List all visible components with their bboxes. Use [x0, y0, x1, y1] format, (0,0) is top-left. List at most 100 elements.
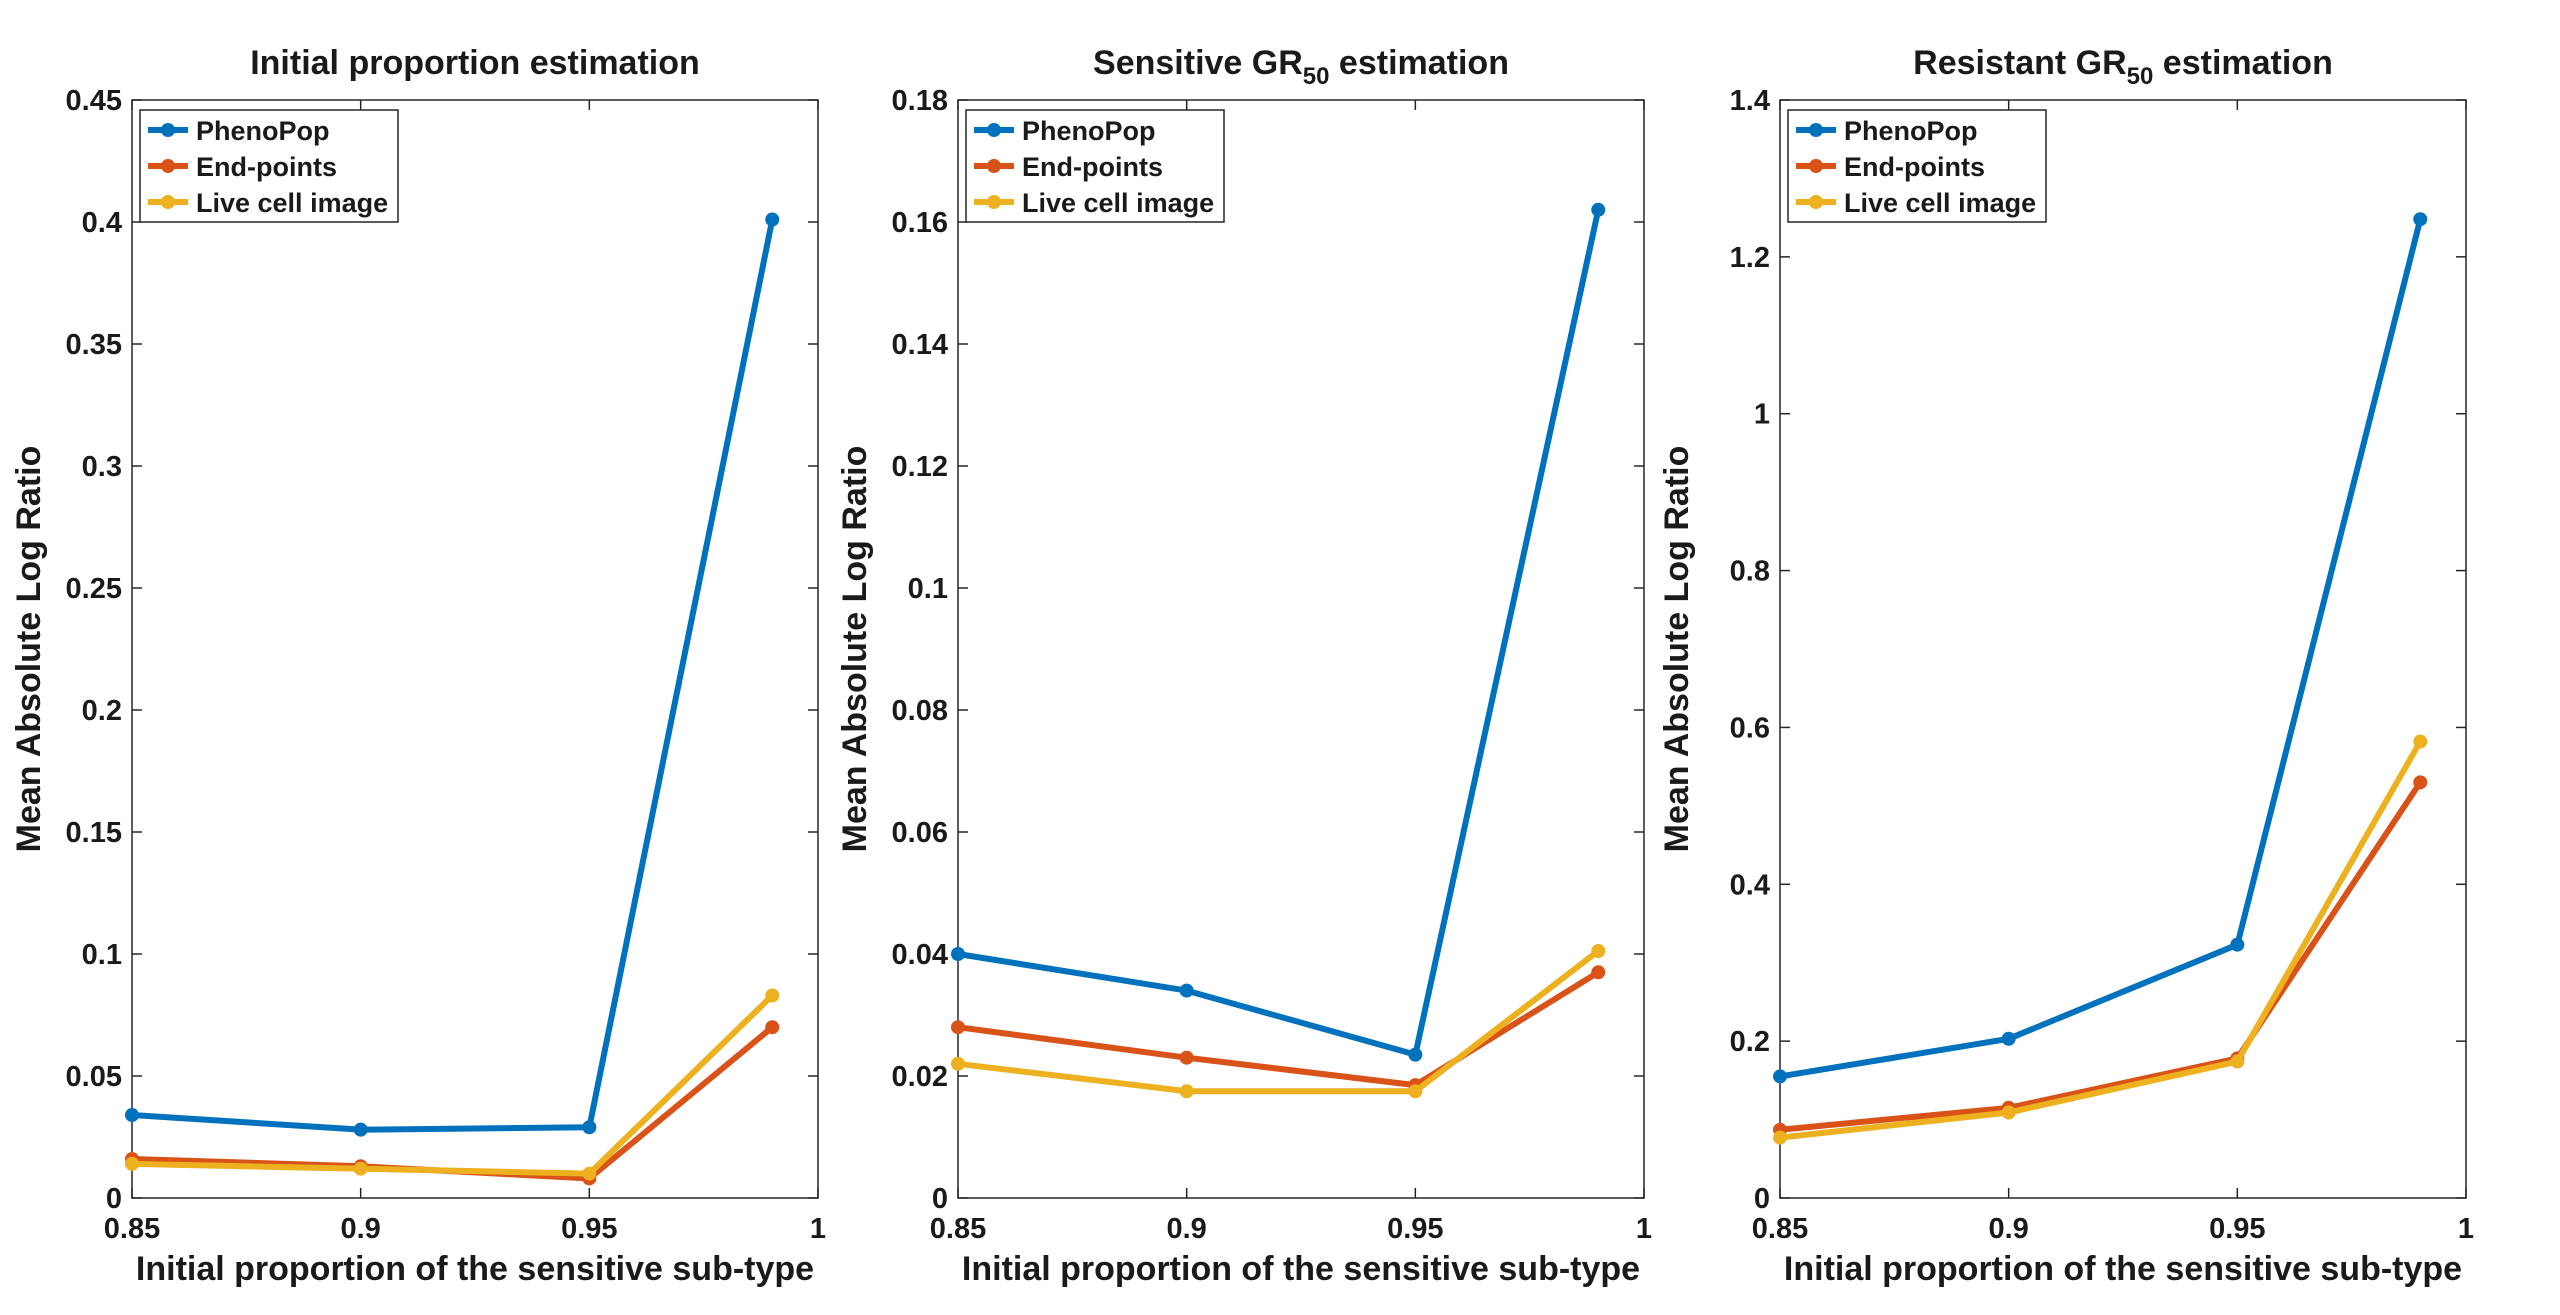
- y-tick-label: 0.2: [1730, 1026, 1770, 1058]
- x-tick-label: 1: [810, 1213, 826, 1245]
- chart-title: Sensitive GR50 estimation: [1093, 44, 1509, 90]
- plot-area-frame: [131, 99, 819, 1199]
- series-line-end-points: [131, 1024, 775, 1182]
- data-point: [951, 1056, 965, 1071]
- y-tick-label: 0.35: [66, 329, 122, 361]
- chart-title: Initial proportion estimation: [250, 44, 700, 82]
- plot-area-frame: [957, 99, 1645, 1199]
- y-tick-label: 0.05: [66, 1061, 122, 1093]
- data-point: [2001, 1031, 2016, 1046]
- legend-marker: [161, 159, 175, 173]
- x-tick-label: 0.95: [1387, 1213, 1443, 1245]
- y-tick-label: 0.18: [892, 85, 948, 117]
- y-tick-label: 1: [1754, 399, 1770, 431]
- series-line-live-cell-image: [131, 993, 775, 1177]
- legend-marker: [1809, 159, 1823, 173]
- y-tick-label: 0.06: [892, 817, 948, 849]
- chart-panel-1: 0.85 0.9 0.95 1 0 0.05 0.1 0.15 0.2 0.25 0.3 0.35 0.…: [10, 44, 826, 1288]
- data-point: [582, 1120, 597, 1135]
- data-point: [353, 1161, 368, 1176]
- x-tick-label: 0.95: [561, 1213, 617, 1245]
- data-point: [1591, 965, 1606, 980]
- legend-marker: [987, 123, 1001, 137]
- y-tick-label: 0.14: [892, 329, 948, 361]
- y-tick-label: 0.02: [892, 1061, 948, 1093]
- chart-panel-2: 0.85 0.9 0.95 1 0 0.02 0.04 0.06 0.08 0.1 0.12 0.14…: [836, 44, 1652, 1288]
- data-point: [1591, 202, 1606, 217]
- data-point: [1773, 1069, 1787, 1084]
- x-axis-label: Initial proportion of the sensitive sub-…: [136, 1250, 814, 1288]
- chart-panel-3: 0.85 0.9 0.95 1 0 0.2 0.4 0.6 0.8 1 1.2 1.4 Resistan…: [1658, 44, 2474, 1288]
- series-line-phenopop: [131, 218, 776, 1133]
- y-tick-label: 0.16: [892, 207, 948, 239]
- legend-label: Live cell image: [196, 188, 388, 218]
- y-tick-label: 0.08: [892, 695, 948, 727]
- chart-title: Resistant GR50 estimation: [1913, 44, 2333, 90]
- data-point: [1408, 1047, 1423, 1062]
- series-line-end-points: [1779, 780, 2423, 1133]
- legend-label: End-points: [1022, 152, 1163, 182]
- data-point: [1179, 1050, 1194, 1065]
- data-point: [2413, 734, 2428, 749]
- y-tick-label: 0.1: [908, 573, 948, 605]
- legend-label: End-points: [196, 152, 337, 182]
- x-tick-label: 1: [1636, 1213, 1652, 1245]
- data-point: [1408, 1084, 1423, 1099]
- data-point: [765, 988, 780, 1003]
- y-tick-label: 0.45: [66, 85, 122, 117]
- legend-marker: [161, 123, 175, 137]
- x-tick-label: 0.85: [104, 1213, 160, 1245]
- series-line-phenopop: [957, 209, 1602, 1058]
- data-point: [1591, 943, 1606, 958]
- y-tick-label: 0.15: [66, 817, 122, 849]
- legend-marker: [161, 195, 175, 209]
- x-tick-label: 0.9: [1989, 1213, 2029, 1245]
- data-point: [2413, 775, 2428, 790]
- y-tick-label: 1.4: [1730, 85, 1770, 117]
- legend-label: Live cell image: [1844, 188, 2036, 218]
- y-tick-label: 0.04: [892, 939, 948, 971]
- data-point: [765, 1020, 780, 1035]
- y-tick-label: 1.2: [1730, 242, 1770, 274]
- x-tick-label: 0.9: [1167, 1213, 1207, 1245]
- legend-marker: [1809, 123, 1823, 137]
- data-point: [2230, 937, 2245, 952]
- y-axis-label: Mean Absolute Log Ratio: [836, 446, 874, 853]
- y-tick-label: 0.8: [1730, 556, 1770, 588]
- y-tick-label: 0.1: [82, 939, 122, 971]
- legend-label: PhenoPop: [1022, 116, 1156, 146]
- x-axis-label: Initial proportion of the sensitive sub-…: [962, 1250, 1640, 1288]
- data-point: [125, 1156, 139, 1171]
- series-line-phenopop: [1779, 218, 2424, 1080]
- y-tick-label: 0.6: [1730, 712, 1770, 744]
- legend-label: Live cell image: [1022, 188, 1214, 218]
- y-axis-label: Mean Absolute Log Ratio: [1658, 446, 1696, 853]
- legend-label: End-points: [1844, 152, 1985, 182]
- data-point: [951, 947, 965, 961]
- y-tick-label: 0.4: [82, 207, 122, 239]
- y-tick-label: 0: [106, 1183, 122, 1215]
- y-tick-label: 0.2: [82, 695, 122, 727]
- x-tick-label: 1: [2458, 1213, 2474, 1245]
- plot-area-frame: [1779, 99, 2467, 1199]
- data-point: [2413, 212, 2428, 227]
- x-axis-label: Initial proportion of the sensitive sub-…: [1784, 1250, 2462, 1288]
- series-line-live-cell-image: [957, 948, 1601, 1095]
- data-point: [582, 1166, 597, 1181]
- data-point: [765, 212, 780, 227]
- y-tick-label: 0: [932, 1183, 948, 1215]
- data-point: [2230, 1054, 2245, 1069]
- y-tick-label: 0.3: [82, 451, 122, 483]
- legend-marker: [1809, 195, 1823, 209]
- data-point: [1179, 1084, 1194, 1099]
- data-point: [353, 1122, 368, 1137]
- y-tick-label: 0: [1754, 1183, 1770, 1215]
- data-point: [1179, 983, 1194, 998]
- data-point: [951, 1020, 965, 1035]
- x-tick-label: 0.85: [930, 1213, 986, 1245]
- y-tick-label: 0.12: [892, 451, 948, 483]
- data-point: [1773, 1130, 1787, 1145]
- x-tick-label: 0.95: [2209, 1213, 2265, 1245]
- legend-marker: [987, 159, 1001, 173]
- y-tick-label: 0.25: [66, 573, 122, 605]
